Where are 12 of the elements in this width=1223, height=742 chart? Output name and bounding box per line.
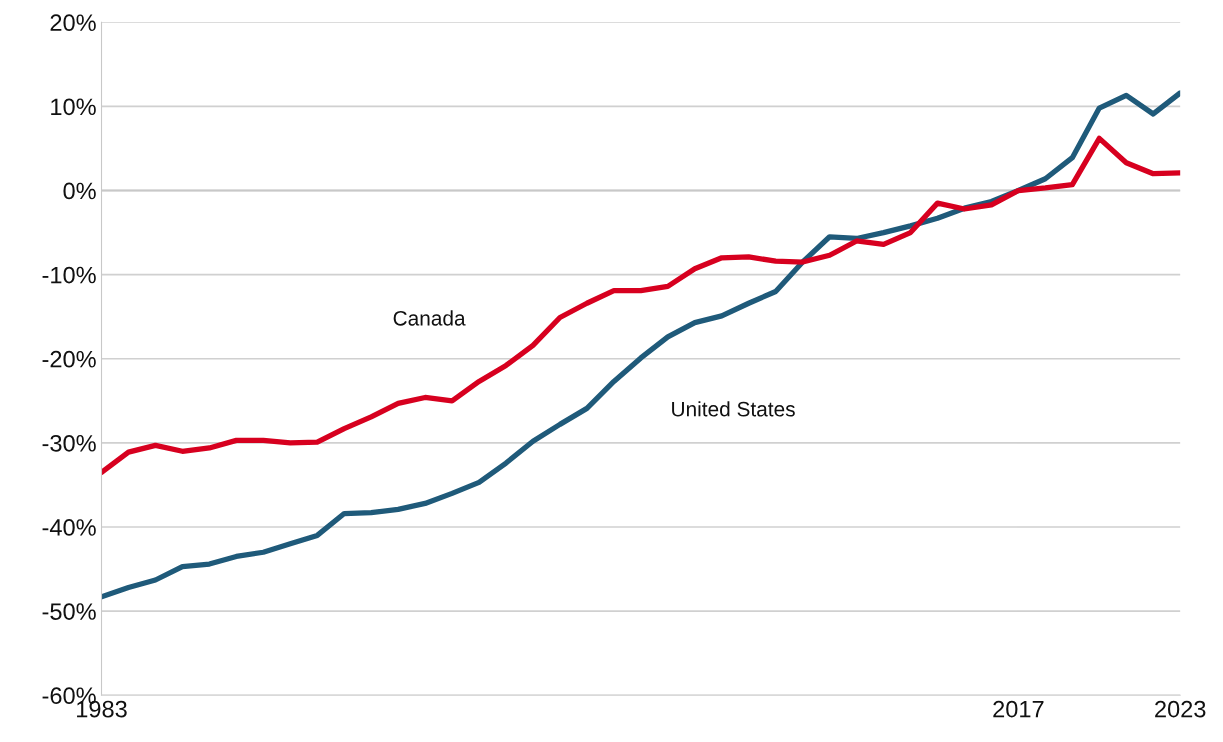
x-tick-label: 2023 xyxy=(1155,700,1206,718)
y-tick-label: -40% xyxy=(42,519,96,536)
y-tick-label: -50% xyxy=(42,603,96,620)
y-tick-label: 0% xyxy=(63,182,96,200)
y-tick-label: 10% xyxy=(51,98,96,116)
y-tick-label: -30% xyxy=(42,434,96,452)
y-tick-label: -10% xyxy=(42,266,96,284)
text: United States xyxy=(672,401,795,417)
x-tick-label: 2017 xyxy=(993,700,1044,718)
y-tick-label: -20% xyxy=(42,350,96,368)
text: Canada xyxy=(393,310,466,326)
y-tick-label: 20% xyxy=(50,14,96,32)
